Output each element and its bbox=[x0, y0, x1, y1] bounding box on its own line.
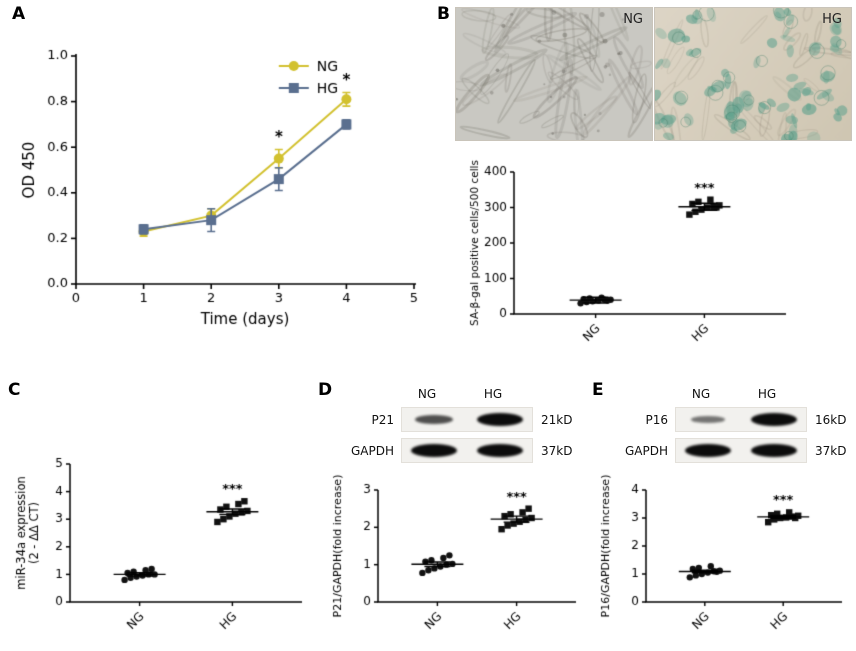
p16-scatter-plot bbox=[598, 466, 854, 648]
microscopy-label-hg: HG bbox=[822, 12, 842, 27]
blot-strip bbox=[401, 407, 533, 432]
blot-lane-label: NG bbox=[417, 386, 437, 401]
blot-protein-label: P21 bbox=[371, 412, 394, 427]
blot-lane-label: NG bbox=[691, 386, 711, 401]
panel-a-label: A bbox=[12, 4, 26, 24]
panel-c-label: C bbox=[8, 380, 21, 400]
panel-e-label: E bbox=[592, 380, 604, 400]
blot-band bbox=[751, 413, 797, 426]
panel-b-label: B bbox=[437, 4, 450, 24]
blot-size-label: 37kD bbox=[541, 443, 573, 458]
mir34a-scatter-plot bbox=[14, 440, 314, 648]
blot-band bbox=[685, 444, 731, 457]
blot-band bbox=[477, 444, 523, 457]
microscopy-canvas-hg bbox=[655, 8, 851, 140]
proliferation-line-chart bbox=[18, 26, 428, 336]
blot-protein-label: GAPDH bbox=[624, 443, 668, 458]
western-blot-p16: NG HG P16 16kD GAPDH 37kD bbox=[610, 386, 856, 463]
blot-band bbox=[751, 444, 797, 457]
blot-protein-label: P16 bbox=[645, 412, 668, 427]
blot-band bbox=[411, 444, 457, 457]
blot-lane-label: HG bbox=[483, 386, 503, 401]
blot-band bbox=[690, 416, 726, 423]
western-blot-p21: NG HG P21 21kD GAPDH 37kD bbox=[336, 386, 586, 463]
blot-strip bbox=[401, 438, 533, 463]
blot-strip bbox=[675, 438, 807, 463]
microscopy-canvas-ng bbox=[456, 8, 652, 140]
blot-protein-label: GAPDH bbox=[350, 443, 394, 458]
microscopy-label-ng: NG bbox=[623, 12, 643, 27]
blot-strip bbox=[675, 407, 807, 432]
p21-scatter-plot bbox=[330, 466, 588, 648]
microscopy-image-hg: HG bbox=[654, 7, 852, 141]
blot-size-label: 21kD bbox=[541, 412, 573, 427]
microscopy-image-ng: NG bbox=[455, 7, 653, 141]
blot-band bbox=[477, 413, 523, 426]
microscopy-images: NG HG bbox=[455, 7, 852, 141]
blot-size-label: 16kD bbox=[815, 412, 847, 427]
sa-b-gal-scatter-plot bbox=[468, 148, 798, 360]
blot-band bbox=[414, 415, 454, 424]
panel-d-label: D bbox=[318, 380, 333, 400]
blot-lane-label: HG bbox=[757, 386, 777, 401]
blot-size-label: 37kD bbox=[815, 443, 847, 458]
